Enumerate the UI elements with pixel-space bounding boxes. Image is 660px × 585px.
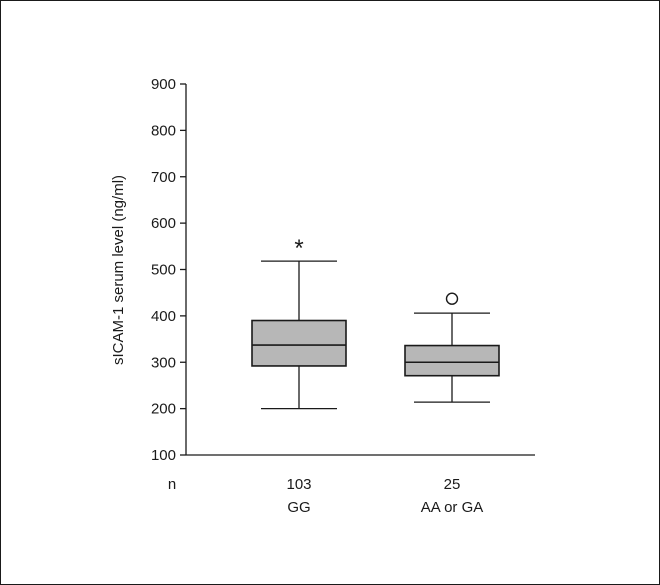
y-tick-label-700: 700 [151, 169, 176, 186]
y-tick-label-200: 200 [151, 401, 176, 418]
y-axis-title: sICAM-1 serum level (ng/ml) [110, 175, 127, 365]
y-tick-label-900: 900 [151, 76, 176, 93]
category-labels: 103 GG 25 AA or GA [286, 476, 483, 516]
y-tick-label-400: 400 [151, 308, 176, 325]
group-1-iqr-box [251, 319, 347, 367]
group-1-category-label: GG [287, 499, 310, 516]
y-tick-label-500: 500 [151, 262, 176, 279]
n-row-label: n [168, 476, 176, 493]
group-2-outlier-circle [445, 292, 459, 305]
axes: 100 200 300 400 500 600 700 800 900 [151, 76, 535, 464]
group-2-iqr-box [404, 344, 500, 377]
group-1-outlier-asterisk: * [294, 235, 303, 262]
y-tick-label-300: 300 [151, 354, 176, 371]
boxes: * [251, 235, 500, 410]
group-1-box: * [251, 235, 347, 410]
group-1-n-value: 103 [286, 476, 311, 493]
y-tick-label-600: 600 [151, 215, 176, 232]
group-2-box [404, 292, 500, 403]
y-tick-label-800: 800 [151, 122, 176, 139]
group-2-category-label: AA or GA [421, 499, 484, 516]
y-tick-label-100: 100 [151, 447, 176, 464]
group-2-n-value: 25 [444, 476, 461, 493]
